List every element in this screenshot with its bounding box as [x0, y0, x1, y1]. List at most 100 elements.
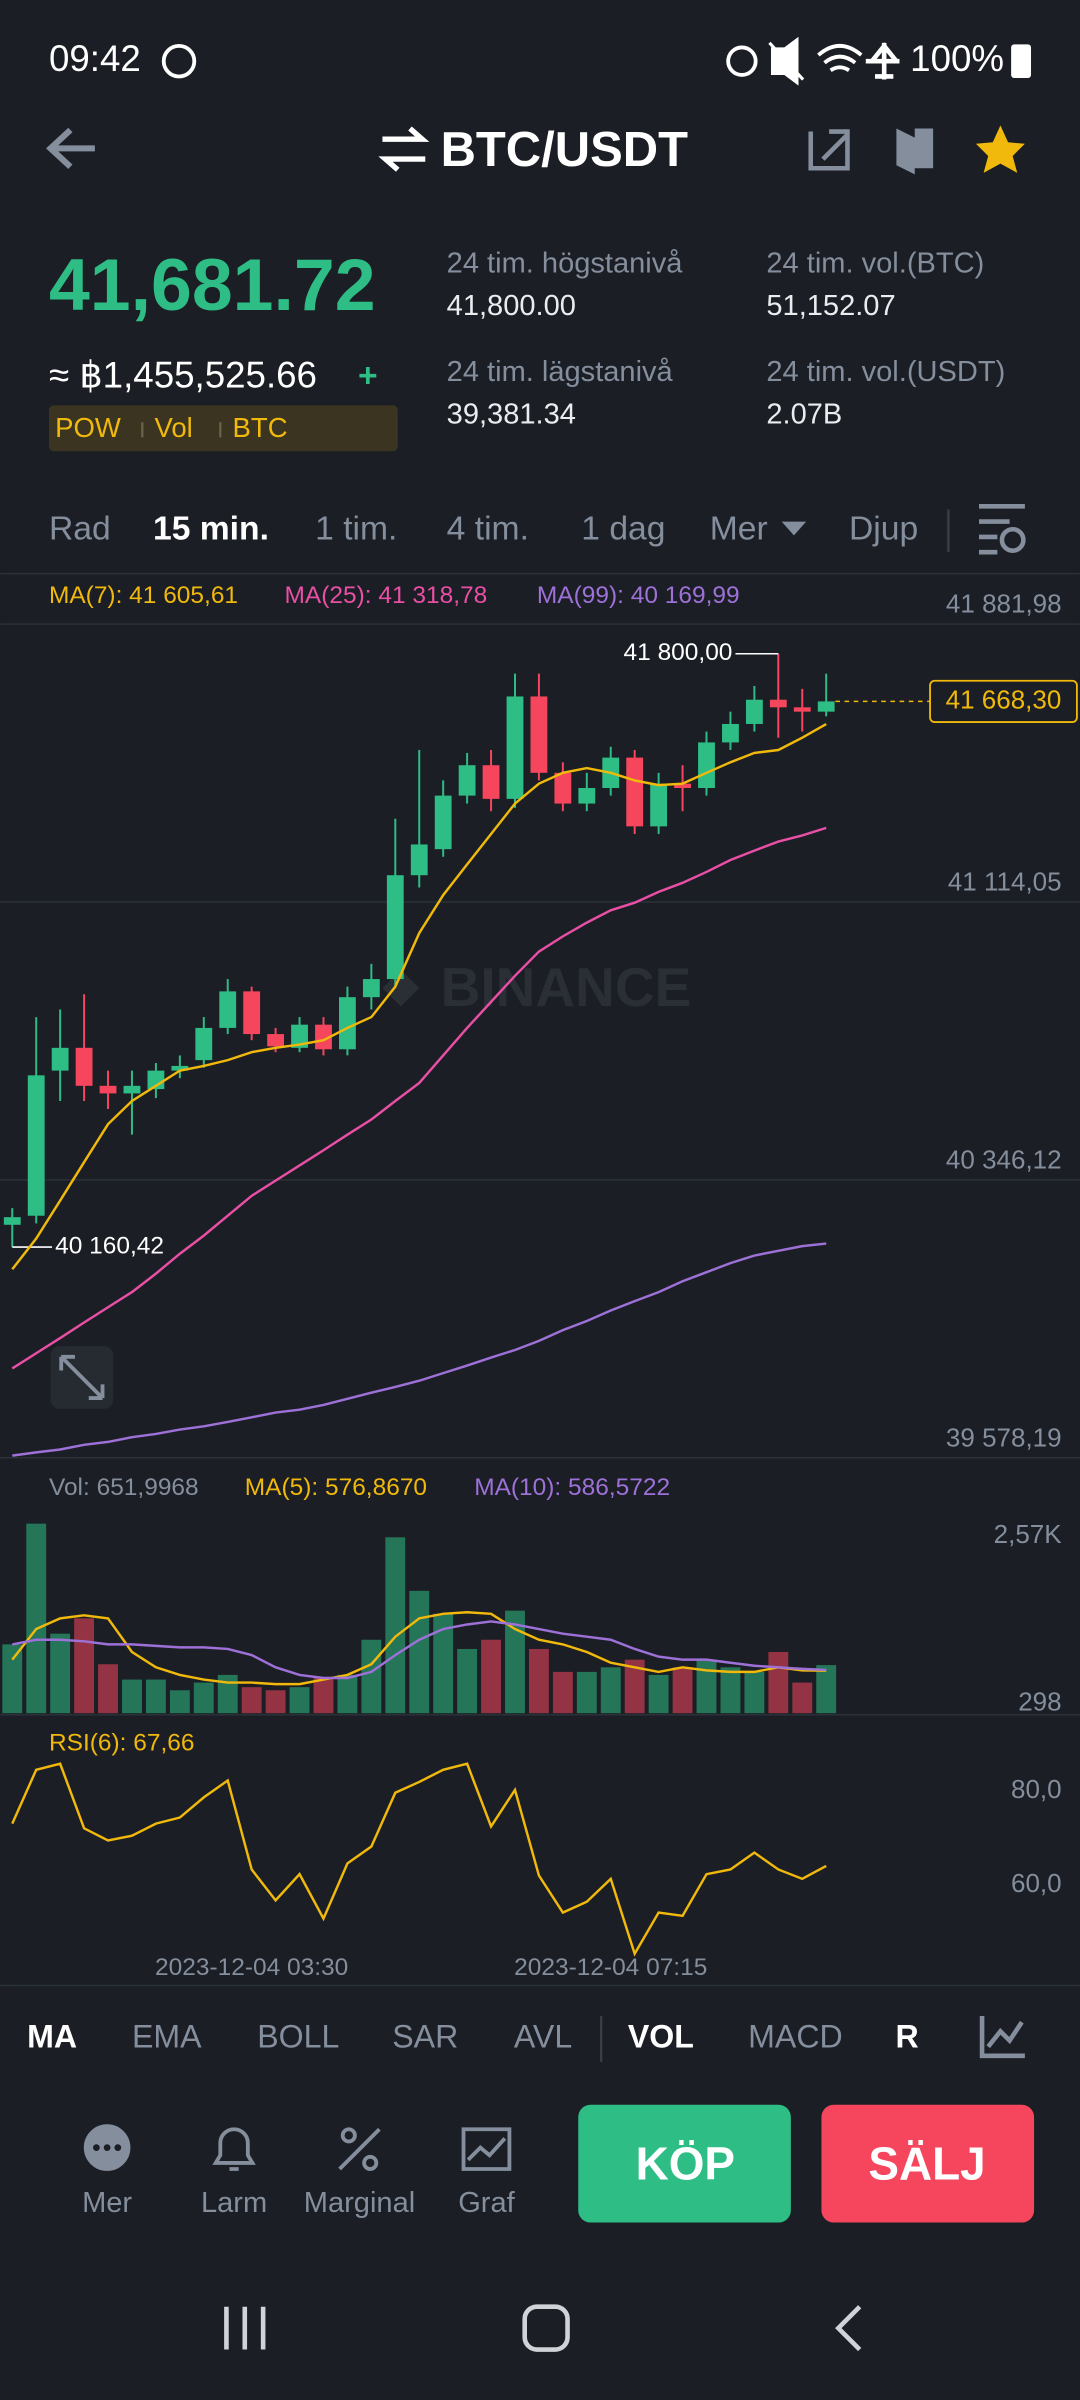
status-time: 09:42 — [49, 38, 141, 79]
action-icon-dot — [114, 2144, 122, 2151]
candle-body — [362, 979, 380, 998]
stat-value: 51,152.07 — [766, 290, 895, 322]
battery-icon — [1011, 44, 1032, 79]
indicator-tab[interactable]: VOL — [628, 2018, 694, 2054]
series-line — [12, 1242, 827, 1457]
indicator-settings-button[interactable] — [979, 2016, 1025, 2059]
y-tick-label: 41 881,98 — [946, 589, 1062, 619]
candle-body — [674, 783, 691, 789]
action-label[interactable]: Larm — [201, 2187, 267, 2219]
tag: POW — [55, 412, 121, 443]
stat-value: 41,800.00 — [447, 290, 576, 322]
action-icon[interactable] — [461, 2127, 512, 2171]
volume-bar — [217, 1674, 238, 1714]
share-button[interactable] — [808, 129, 850, 171]
interval-tab[interactable]: 4 tim. — [447, 511, 529, 548]
candle-body — [75, 1047, 93, 1086]
x-tick-label: 2023-12-04 03:30 — [155, 1954, 348, 1981]
volume-bar — [74, 1618, 95, 1714]
indicator-tab[interactable]: MA — [27, 2018, 77, 2054]
candle-body — [291, 1024, 308, 1048]
stat-value: 2.07B — [766, 399, 842, 431]
indicator-tab[interactable]: BOLL — [257, 2018, 339, 2054]
compare-button[interactable] — [896, 128, 934, 175]
chart-settings-button[interactable] — [979, 504, 1025, 555]
candle-body — [339, 997, 356, 1050]
indicator-tab[interactable]: AVL — [514, 2018, 572, 2054]
interval-tab[interactable]: 1 dag — [581, 511, 665, 548]
legend-entry: MA(5): 576,8670 — [245, 1474, 427, 1501]
candle-body — [195, 1027, 213, 1061]
interval-tab[interactable]: Djup — [849, 511, 918, 548]
candle-body — [171, 1065, 189, 1071]
action-label[interactable]: Mer — [82, 2187, 132, 2219]
buy-button[interactable] — [578, 2104, 791, 2223]
action-label[interactable]: Graf — [458, 2187, 515, 2219]
action-icon[interactable] — [212, 2127, 256, 2171]
annotation-label: 40 160,42 — [55, 1233, 164, 1260]
change-sign: + — [358, 358, 378, 395]
volume-bar — [313, 1678, 334, 1714]
stat-label: 24 tim. vol.(USDT) — [766, 356, 1005, 388]
back-button[interactable] — [46, 127, 95, 169]
mute-icon — [768, 36, 805, 86]
stat-label: 24 tim. vol.(BTC) — [766, 247, 984, 279]
last-price: 41,681.72 — [49, 244, 376, 326]
volume-bar — [481, 1639, 501, 1714]
indicator-tab[interactable]: EMA — [132, 2018, 202, 2054]
volume-bar — [672, 1667, 693, 1714]
nav-back-button[interactable] — [835, 2305, 862, 2352]
recents-button[interactable] — [224, 2306, 266, 2350]
candle-body — [650, 783, 668, 827]
action-icon[interactable] — [338, 2127, 381, 2171]
volume-bar — [361, 1639, 382, 1714]
interval-tab[interactable]: Rad — [49, 511, 111, 548]
legend-entry: RSI(6): 67,66 — [49, 1729, 195, 1756]
y-tick-label: 60,0 — [1011, 1868, 1062, 1898]
interval-tab[interactable]: 15 min. — [153, 511, 269, 548]
action-icon-dot — [93, 2144, 100, 2151]
volume-bar — [696, 1659, 717, 1714]
home-button[interactable] — [522, 2304, 570, 2352]
indicator-tab[interactable]: SAR — [392, 2018, 458, 2054]
swap-icon[interactable] — [378, 126, 430, 172]
candle-body — [530, 696, 548, 773]
series-line — [11, 1610, 827, 1686]
watermark: BINANCE — [441, 956, 692, 1018]
indicator-tab[interactable]: R — [896, 2018, 919, 2054]
volume-bar — [816, 1665, 837, 1714]
volume-bar — [792, 1682, 813, 1714]
volume-bar — [576, 1671, 597, 1714]
volume-bar — [2, 1644, 23, 1714]
stat-label: 24 tim. lägstanivå — [447, 356, 674, 388]
tag: Vol — [155, 412, 193, 443]
legend-entry: MA(99): 40 169,99 — [537, 582, 740, 609]
candle-body — [626, 757, 644, 827]
volume-bar — [122, 1679, 142, 1714]
stat-label: 24 tim. högstanivå — [447, 247, 684, 279]
y-tick-label: 2,57K — [994, 1519, 1063, 1549]
volume-bar — [505, 1610, 525, 1714]
y-tick-label: 40 346,12 — [946, 1144, 1062, 1174]
indicator-tab[interactable]: MACD — [748, 2018, 843, 2054]
series-line — [12, 1620, 827, 1680]
sell-button[interactable] — [821, 2104, 1035, 2223]
y-tick-label: 41 114,05 — [948, 866, 1062, 896]
expand-icon — [59, 1354, 105, 1400]
volume-bar — [50, 1633, 71, 1714]
stat-value: 39,381.34 — [447, 399, 576, 431]
pair-title: BTC/USDT — [441, 123, 688, 177]
interval-tab[interactable]: Mer — [710, 511, 768, 548]
favorite-button[interactable] — [975, 125, 1025, 173]
buy-label: KÖP — [636, 2138, 735, 2190]
volume-bar — [145, 1679, 166, 1714]
candle-body — [482, 765, 500, 799]
candle-body — [793, 707, 811, 712]
candle-body — [434, 795, 452, 850]
interval-tab[interactable]: 1 tim. — [315, 511, 397, 548]
action-label[interactable]: Marginal — [304, 2187, 415, 2219]
candle-body — [410, 844, 428, 876]
candle-body — [722, 723, 739, 743]
